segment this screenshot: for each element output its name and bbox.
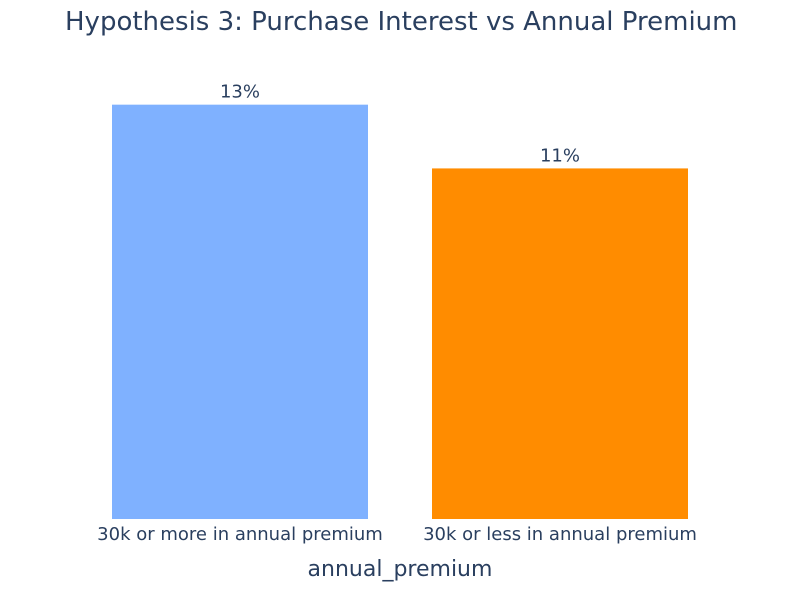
- bars-layer: [112, 104, 688, 519]
- x-axis-title: annual_premium: [308, 557, 493, 582]
- chart-title: Hypothesis 3: Purchase Interest vs Annua…: [65, 7, 737, 37]
- x-tick-labels: 30k or more in annual premium 30k or less…: [97, 524, 697, 545]
- labels-layer: 13% 11%: [220, 82, 580, 167]
- bar-1: [112, 104, 368, 519]
- bar-2: [432, 168, 688, 519]
- x-tick-label-1: 30k or more in annual premium: [97, 524, 383, 545]
- bar-value-label-2: 11%: [540, 145, 580, 166]
- x-tick-label-2: 30k or less in annual premium: [423, 524, 697, 545]
- bar-value-label-1: 13%: [220, 82, 260, 103]
